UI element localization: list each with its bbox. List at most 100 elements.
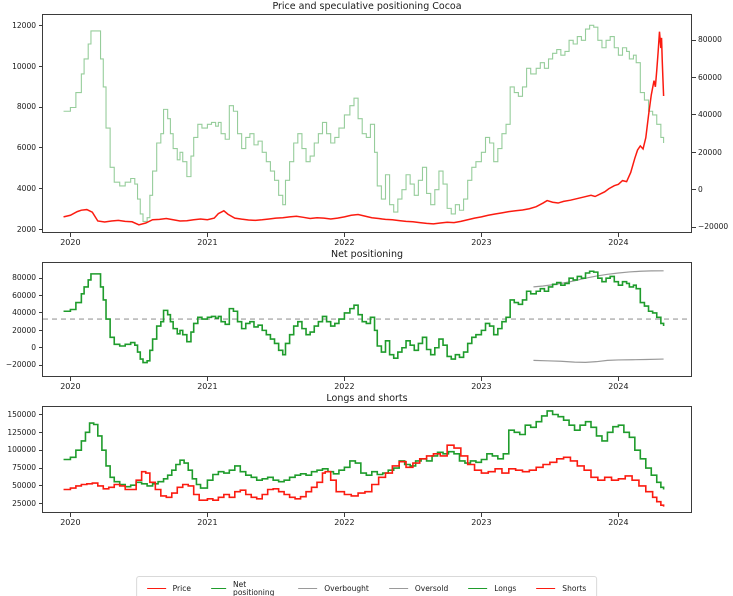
y-tick-mark-right <box>692 151 696 153</box>
legend-line-swatch <box>468 588 488 589</box>
y-tick-label: 2000 <box>16 224 36 234</box>
legend-label: Price <box>172 583 191 593</box>
series-net-positioning-pale <box>63 24 665 222</box>
legend-item-shorts: Shorts <box>536 585 586 593</box>
y-tick-label: 10000 <box>12 61 36 71</box>
y-tick-label: 125000 <box>7 427 36 437</box>
series-oversold <box>533 358 664 363</box>
x-tick-label: 2024 <box>608 518 629 527</box>
plot-canvas <box>63 24 665 226</box>
y-tick-label: 100000 <box>7 445 36 455</box>
y-tick-label: 50000 <box>12 481 36 491</box>
series-shorts <box>63 444 665 507</box>
x-tick-mark <box>480 233 482 237</box>
x-tick-label: 2022 <box>334 382 355 391</box>
x-tick-label: 2020 <box>60 238 81 247</box>
y-tick-mark <box>38 188 42 190</box>
y-tick-mark <box>38 347 42 349</box>
x-tick-mark <box>480 513 482 517</box>
y-tick-mark <box>38 431 42 433</box>
series-price <box>63 31 665 226</box>
y-tick-mark <box>38 312 42 314</box>
y-tick-label: 6000 <box>16 143 36 153</box>
y-tick-label: 8000 <box>16 102 36 112</box>
plot-canvas <box>63 410 665 507</box>
y-tick-mark <box>38 25 42 27</box>
y-tick-mark <box>38 229 42 231</box>
chart-title-net-positioning: Net positioning <box>330 249 403 260</box>
y-tick-mark <box>38 503 42 505</box>
y-tick-label: 150000 <box>7 409 36 419</box>
x-tick-label: 2020 <box>60 518 81 527</box>
y-tick-label-right: 20000 <box>698 147 722 157</box>
legend-label: Oversold <box>414 583 449 593</box>
legend-line-swatch <box>298 588 318 589</box>
y-tick-label: −20000 <box>5 360 36 370</box>
y-tick-label: 60000 <box>12 290 36 300</box>
y-tick-mark <box>38 147 42 149</box>
legend-item-oversold: Oversold <box>388 583 449 593</box>
y-tick-mark <box>38 295 42 297</box>
price-positioning-plot <box>42 14 692 233</box>
y-tick-label-right: 40000 <box>698 110 722 120</box>
y-tick-mark-right <box>692 77 696 79</box>
x-tick-mark <box>206 233 208 237</box>
x-tick-mark <box>617 513 619 517</box>
longs-shorts-plot <box>42 406 692 513</box>
x-tick-label: 2021 <box>197 382 218 391</box>
y-tick-label: 40000 <box>12 308 36 318</box>
y-tick-mark <box>38 65 42 67</box>
y-tick-label: 80000 <box>12 273 36 283</box>
net-positioning-plot <box>42 262 692 377</box>
y-tick-mark <box>38 414 42 415</box>
legend-line-swatch <box>146 588 166 589</box>
x-tick-label: 2021 <box>197 518 218 527</box>
x-tick-mark <box>480 377 482 381</box>
y-tick-mark <box>38 467 42 469</box>
x-tick-mark <box>206 377 208 381</box>
x-tick-mark <box>69 233 71 237</box>
y-tick-label: 20000 <box>12 325 36 335</box>
y-tick-label-right: 80000 <box>698 35 722 45</box>
y-tick-mark-right <box>692 226 696 228</box>
legend-item-price: Price <box>146 583 191 593</box>
legend-label: Net positioning <box>233 580 275 596</box>
y-tick-mark <box>38 364 42 366</box>
x-tick-label: 2023 <box>471 382 492 391</box>
legend: Price Net positioning Overbought Oversold Lo… <box>135 576 598 596</box>
x-tick-mark <box>69 513 71 517</box>
x-tick-label: 2023 <box>471 238 492 247</box>
x-tick-mark <box>206 513 208 517</box>
y-tick-label: 25000 <box>12 498 36 508</box>
x-tick-label: 2022 <box>334 238 355 247</box>
series-net-positioning <box>63 270 665 364</box>
x-tick-mark <box>343 377 345 381</box>
y-tick-mark <box>38 277 42 279</box>
y-tick-label: 75000 <box>12 463 36 473</box>
x-tick-label: 2023 <box>471 518 492 527</box>
y-tick-mark <box>38 329 42 331</box>
legend-item-net-positioning: Net positioning <box>210 580 278 596</box>
legend-line-swatch <box>536 588 556 589</box>
x-tick-label: 2022 <box>334 518 355 527</box>
legend-item-overbought: Overbought <box>298 585 369 593</box>
y-tick-mark <box>38 485 42 487</box>
y-tick-label: 4000 <box>16 183 36 193</box>
legend-label: Overbought <box>324 583 369 593</box>
x-tick-mark <box>617 233 619 237</box>
legend-label: Shorts <box>562 583 587 593</box>
y-tick-mark-right <box>692 189 696 191</box>
x-tick-label: 2024 <box>608 238 629 247</box>
plot-canvas <box>43 270 691 364</box>
x-tick-label: 2021 <box>197 238 218 247</box>
x-tick-mark <box>69 377 71 381</box>
y-tick-mark <box>38 106 42 108</box>
series-longs <box>63 410 665 490</box>
y-tick-mark-right <box>692 114 696 116</box>
legend-line-swatch <box>388 588 408 589</box>
legend-item-longs: Longs <box>468 585 516 593</box>
x-tick-mark <box>343 513 345 517</box>
chart-title-longs-and-shorts: Longs and shorts <box>326 393 408 404</box>
x-tick-mark <box>343 233 345 237</box>
